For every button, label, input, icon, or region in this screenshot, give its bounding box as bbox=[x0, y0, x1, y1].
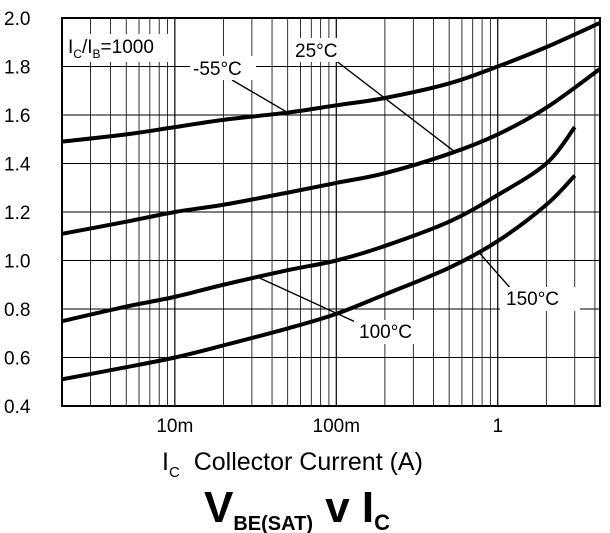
plot-grid bbox=[62, 18, 600, 406]
series-lines bbox=[61, 21, 602, 382]
x-tick-label: 100m bbox=[313, 416, 361, 437]
series-leader-lines bbox=[231, 59, 513, 326]
y-tick-label: 1.2 bbox=[4, 203, 30, 224]
y-tick-label: 1.0 bbox=[4, 252, 30, 273]
y-tick-label: 1.8 bbox=[4, 58, 30, 79]
series-label-100: 100°C bbox=[359, 322, 412, 343]
x-tick-label: 1 bbox=[492, 416, 503, 437]
x-tick-labels: 10m 100m 1 bbox=[156, 416, 503, 437]
y-tick-label: 1.6 bbox=[4, 106, 30, 127]
series-line-25 bbox=[61, 67, 602, 236]
condition-label-bg bbox=[66, 34, 174, 62]
leader-25 bbox=[334, 59, 457, 154]
leader-150 bbox=[477, 250, 513, 291]
x-axis-label: IC Collector Current (A) bbox=[162, 448, 423, 481]
y-tick-label: 0.6 bbox=[4, 349, 30, 370]
label-bg-minus55 bbox=[190, 56, 256, 80]
series-label-minus55: -55°C bbox=[193, 59, 242, 80]
y-tick-labels: 0.4 0.6 0.8 1.0 1.2 1.4 1.6 1.8 2.0 bbox=[4, 9, 31, 418]
x-tick-label: 10m bbox=[156, 416, 193, 437]
series-label-25: 25°C bbox=[295, 41, 337, 62]
y-tick-label: 0.8 bbox=[4, 300, 30, 321]
label-bg-150 bbox=[500, 287, 580, 311]
condition-label: IC/IB=1000 bbox=[68, 37, 154, 61]
label-bg-100 bbox=[354, 320, 426, 344]
series-label-150: 150°C bbox=[506, 289, 559, 310]
series-line-100 bbox=[61, 125, 577, 324]
leader-minus55 bbox=[231, 79, 289, 114]
plot-frame bbox=[61, 17, 601, 407]
y-tick-label: 1.4 bbox=[4, 155, 31, 176]
chart-title: VBE(SAT) v IC bbox=[204, 483, 390, 533]
leader-100 bbox=[258, 276, 363, 326]
y-tick-label: 0.4 bbox=[4, 397, 31, 418]
y-tick-label: 2.0 bbox=[4, 9, 30, 30]
label-bg-25 bbox=[292, 38, 350, 62]
series-line-minus55 bbox=[61, 21, 601, 144]
